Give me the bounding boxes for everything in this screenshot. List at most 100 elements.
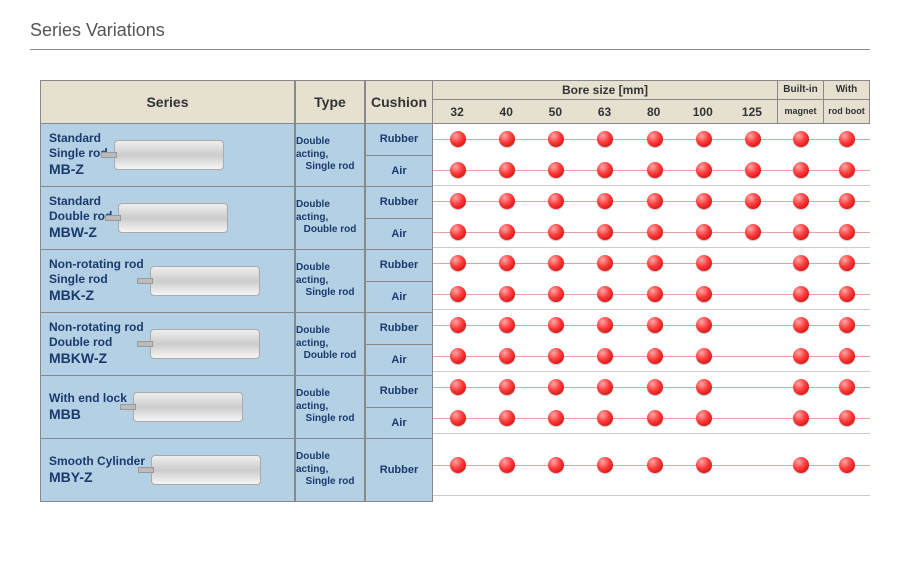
availability-dot <box>548 255 564 271</box>
series-line1: Non-rotating rod <box>49 257 144 272</box>
series-line2: Single rod <box>49 272 144 287</box>
dot-cell-rodboot <box>824 255 870 271</box>
availability-dot <box>745 131 761 147</box>
type-cell: Double acting,Single rod <box>296 124 364 186</box>
series-model: MBW-Z <box>49 224 112 242</box>
dot-cell <box>630 286 679 302</box>
dot-cell <box>482 410 531 426</box>
series-line2: Double rod <box>49 335 144 350</box>
dot-cell-builtin <box>778 286 824 302</box>
availability-dot <box>597 286 613 302</box>
dot-cell <box>581 193 630 209</box>
availability-dot <box>839 410 855 426</box>
availability-dot <box>450 131 466 147</box>
dot-cell <box>581 457 630 473</box>
availability-dot <box>597 317 613 333</box>
header-bore-125: 125 <box>728 100 777 123</box>
series-cell-MBKW-Z: Non-rotating rodDouble rodMBKW-Z <box>41 313 294 375</box>
dot-cell-rodboot <box>824 193 870 209</box>
availability-dot <box>793 348 809 364</box>
dot-cell-builtin <box>778 224 824 240</box>
availability-dot <box>793 317 809 333</box>
availability-dot <box>793 193 809 209</box>
series-model: MBK-Z <box>49 287 144 305</box>
cushion-cell: Rubber <box>366 187 432 219</box>
availability-dot <box>839 348 855 364</box>
availability-dot <box>696 348 712 364</box>
type-line2: Single rod <box>306 413 355 426</box>
dot-cell <box>532 193 581 209</box>
cylinder-image <box>150 329 260 359</box>
availability-dot <box>793 255 809 271</box>
type-line2: Single rod <box>306 476 355 489</box>
dot-cell <box>581 131 630 147</box>
header-bore-80: 80 <box>630 100 679 123</box>
dot-cell <box>679 410 728 426</box>
availability-dot <box>450 162 466 178</box>
dot-cell <box>433 193 482 209</box>
series-cell-MBB: With end lockMBB <box>41 376 294 438</box>
series-line1: Standard <box>49 194 112 209</box>
series-model: MBY-Z <box>49 469 145 487</box>
availability-dot <box>548 286 564 302</box>
dot-cell <box>532 224 581 240</box>
series-cell-MBK-Z: Non-rotating rodSingle rodMBK-Z <box>41 250 294 312</box>
availability-dot <box>548 457 564 473</box>
dot-cell <box>581 286 630 302</box>
availability-dot <box>499 410 515 426</box>
availability-dot <box>597 193 613 209</box>
type-line2: Single rod <box>306 161 355 174</box>
dot-cell <box>581 162 630 178</box>
dot-cell <box>433 379 482 395</box>
dot-cell <box>532 379 581 395</box>
dot-cell <box>581 379 630 395</box>
availability-dot <box>548 131 564 147</box>
availability-dot <box>450 224 466 240</box>
dot-cell <box>482 131 531 147</box>
dot-cell <box>532 131 581 147</box>
availability-dot <box>696 255 712 271</box>
availability-dot <box>597 410 613 426</box>
dot-cell <box>433 410 482 426</box>
series-variations-table: Series StandardSingle rodMB-ZStandardDou… <box>40 80 870 502</box>
availability-dot <box>450 348 466 364</box>
availability-dot <box>499 379 515 395</box>
availability-dot <box>499 255 515 271</box>
availability-dot <box>696 131 712 147</box>
availability-dot <box>745 162 761 178</box>
dot-cell <box>729 162 778 178</box>
dot-cell <box>482 193 531 209</box>
header-bore-63: 63 <box>580 100 629 123</box>
type-line1: Double acting, <box>296 451 364 476</box>
availability-dot <box>548 410 564 426</box>
type-line1: Double acting, <box>296 199 364 224</box>
dot-cell-rodboot <box>824 379 870 395</box>
availability-dot <box>839 457 855 473</box>
series-model: MB-Z <box>49 161 108 179</box>
availability-dot <box>839 379 855 395</box>
availability-dot <box>647 162 663 178</box>
availability-dot <box>597 224 613 240</box>
availability-dot <box>647 457 663 473</box>
dot-cell <box>630 131 679 147</box>
dot-cell <box>581 255 630 271</box>
type-line1: Double acting, <box>296 388 364 413</box>
availability-dot <box>696 379 712 395</box>
series-line1: With end lock <box>49 391 127 406</box>
cylinder-image <box>150 266 260 296</box>
dot-cell <box>630 255 679 271</box>
availability-dot <box>745 193 761 209</box>
dot-cell-builtin <box>778 457 824 473</box>
availability-dot <box>793 410 809 426</box>
availability-dot <box>450 379 466 395</box>
dot-cell <box>433 131 482 147</box>
availability-dot <box>696 193 712 209</box>
availability-dot <box>499 457 515 473</box>
availability-dot <box>745 224 761 240</box>
dot-cell <box>630 348 679 364</box>
dot-cell <box>482 379 531 395</box>
availability-dot <box>450 255 466 271</box>
dot-cell-rodboot <box>824 131 870 147</box>
type-line1: Double acting, <box>296 136 364 161</box>
header-cushion: Cushion <box>365 80 433 124</box>
